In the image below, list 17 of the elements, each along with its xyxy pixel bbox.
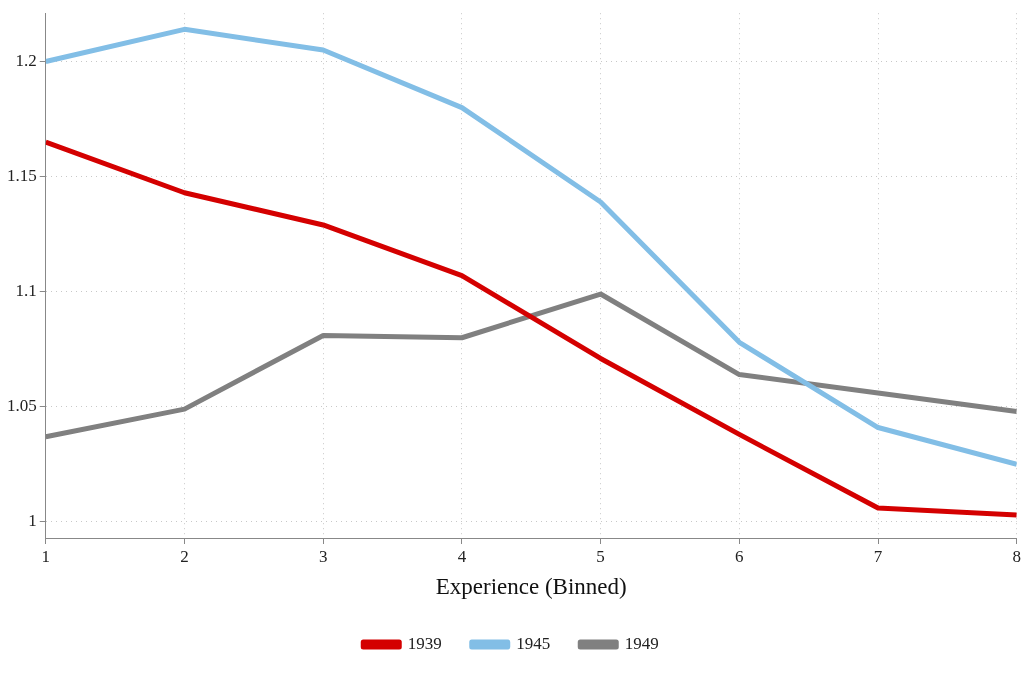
x-tick-label: 2 (180, 546, 189, 566)
x-tick-label: 7 (873, 546, 883, 566)
x-tick-label: 4 (457, 546, 467, 566)
x-tick-label: 6 (735, 546, 744, 566)
y-tick-label: 1.1 (15, 281, 37, 301)
x-tick-label: 3 (318, 546, 328, 566)
x-tick-label: 5 (596, 546, 605, 566)
x-axis-title: Experience (Binned) (435, 574, 627, 600)
legend-label: 1949 (624, 633, 659, 653)
y-tick-label: 1.05 (7, 396, 37, 416)
x-tick-label: 8 (1012, 546, 1021, 566)
y-tick-label: 1.2 (15, 51, 37, 71)
legend-label: 1945 (516, 633, 551, 653)
y-tick-label: 1 (28, 511, 37, 531)
y-tick-label: 1.15 (7, 166, 37, 186)
x-tick-label: 1 (41, 546, 50, 566)
legend-label: 1939 (407, 633, 442, 653)
